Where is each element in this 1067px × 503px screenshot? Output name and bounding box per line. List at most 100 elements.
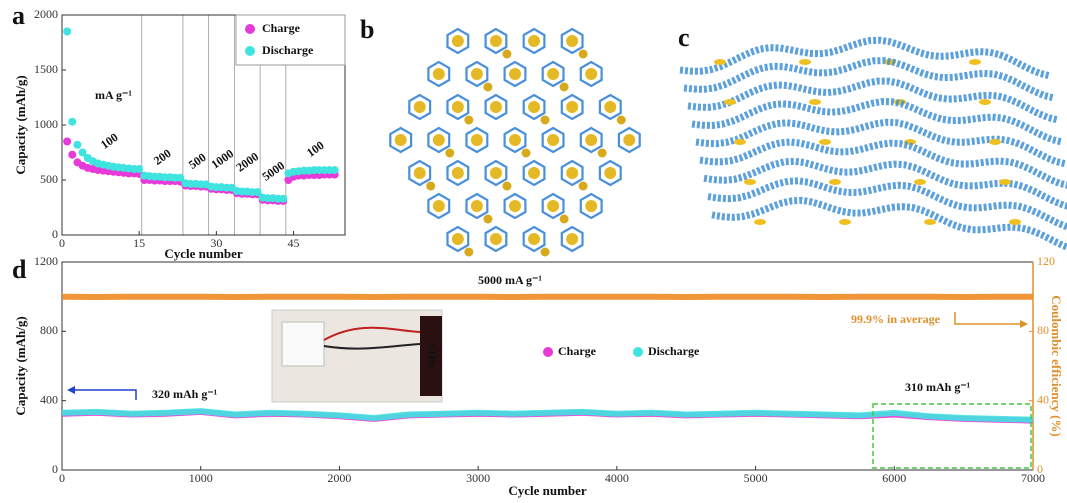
sodium-atom bbox=[714, 59, 726, 65]
x-tick-label: 2000 bbox=[327, 471, 351, 485]
sodium-atom bbox=[999, 179, 1011, 185]
y2-axis-title: Coulombic efficiency (%) bbox=[1049, 295, 1064, 437]
sodium-atom bbox=[490, 233, 502, 245]
data-point bbox=[68, 118, 76, 126]
sodium-atom bbox=[579, 50, 588, 59]
sodium-atom bbox=[547, 134, 559, 146]
sodium-atom bbox=[809, 99, 821, 105]
sodium-atom bbox=[819, 139, 831, 145]
data-point bbox=[135, 165, 143, 173]
y-tick-label: 1000 bbox=[34, 117, 58, 131]
sodium-atom bbox=[579, 182, 588, 191]
sodium-atom bbox=[744, 179, 756, 185]
sodium-atom bbox=[452, 167, 464, 179]
sodium-atom bbox=[989, 139, 1001, 145]
sodium-atom bbox=[528, 233, 540, 245]
sodium-atom bbox=[502, 182, 511, 191]
x-tick-label: 5000 bbox=[744, 471, 768, 485]
legend-label: Charge bbox=[558, 344, 597, 358]
sodium-atom bbox=[433, 134, 445, 146]
sodium-atom bbox=[560, 83, 569, 92]
data-point bbox=[331, 166, 339, 174]
y-tick-label: 800 bbox=[40, 323, 58, 337]
y2-tick-label: 80 bbox=[1037, 323, 1049, 337]
panel-label: b bbox=[360, 15, 374, 44]
sodium-atom bbox=[522, 149, 531, 158]
sodium-atom bbox=[502, 50, 511, 59]
inset-text: SIBs bbox=[425, 344, 439, 368]
sodium-atom bbox=[414, 101, 426, 113]
sodium-atom bbox=[829, 179, 841, 185]
sodium-atom bbox=[604, 101, 616, 113]
sodium-atom bbox=[509, 200, 521, 212]
sodium-atom bbox=[617, 116, 626, 125]
sodium-atom bbox=[509, 68, 521, 80]
x-tick-label: 7000 bbox=[1021, 471, 1045, 485]
sodium-atom bbox=[598, 149, 607, 158]
rate-unit: mA g⁻¹ bbox=[95, 88, 132, 102]
x-tick-label: 1000 bbox=[189, 471, 213, 485]
panel-label: a bbox=[12, 1, 25, 30]
sodium-atom bbox=[528, 101, 540, 113]
y-tick-label: 0 bbox=[52, 462, 58, 476]
sodium-atom bbox=[452, 101, 464, 113]
sodium-atom bbox=[433, 68, 445, 80]
sodium-atom bbox=[464, 116, 473, 125]
sodium-atom bbox=[433, 200, 445, 212]
capacity-annotation: 310 mAh g⁻¹ bbox=[905, 380, 971, 394]
sodium-atom bbox=[839, 219, 851, 225]
sodium-atom bbox=[395, 134, 407, 146]
x-tick-label: 6000 bbox=[882, 471, 906, 485]
y-axis-title: Capacity (mAh/g) bbox=[13, 75, 28, 174]
x-tick-label: 45 bbox=[288, 236, 300, 250]
sodium-atom bbox=[623, 134, 635, 146]
x-tick-label: 0 bbox=[59, 236, 65, 250]
sodium-atom bbox=[585, 200, 597, 212]
ce-annotation: 99.9% in average bbox=[851, 312, 941, 326]
sodium-atom bbox=[541, 248, 550, 257]
y-axis-title: Capacity (mAh/g) bbox=[13, 316, 28, 415]
legend-label: Charge bbox=[262, 21, 301, 35]
sodium-atom bbox=[426, 182, 435, 191]
sodium-atom bbox=[471, 134, 483, 146]
sodium-atom bbox=[471, 68, 483, 80]
sodium-atom bbox=[483, 215, 492, 224]
sodium-atom bbox=[1009, 219, 1021, 225]
sodium-atom bbox=[528, 35, 540, 47]
y2-tick-label: 40 bbox=[1037, 392, 1049, 406]
x-tick-label: 4000 bbox=[605, 471, 629, 485]
sodium-atom bbox=[547, 200, 559, 212]
sodium-atom bbox=[560, 215, 569, 224]
sodium-atom bbox=[452, 35, 464, 47]
sodium-atom bbox=[585, 68, 597, 80]
sodium-atom bbox=[979, 99, 991, 105]
y-tick-label: 400 bbox=[40, 392, 58, 406]
sodium-atom bbox=[452, 233, 464, 245]
data-point bbox=[63, 28, 71, 36]
sodium-atom bbox=[471, 200, 483, 212]
sodium-atom bbox=[754, 219, 766, 225]
sodium-atom bbox=[969, 59, 981, 65]
x-axis-title: Cycle number bbox=[508, 483, 587, 498]
figure: a05001000150020000153045Cycle numberCapa… bbox=[0, 0, 1067, 503]
x-tick-label: 0 bbox=[59, 471, 65, 485]
panel-label: d bbox=[12, 255, 27, 284]
sodium-atom bbox=[734, 139, 746, 145]
sodium-atom bbox=[528, 167, 540, 179]
sodium-atom bbox=[509, 134, 521, 146]
capacity-annotation: 320 mAh g⁻¹ bbox=[152, 387, 218, 401]
panel-label: c bbox=[678, 23, 690, 52]
data-point bbox=[73, 141, 81, 149]
inset-device bbox=[282, 322, 324, 366]
legend-label: Discharge bbox=[648, 344, 700, 358]
sodium-atom bbox=[541, 116, 550, 125]
y-tick-label: 1500 bbox=[34, 62, 58, 76]
legend-marker bbox=[543, 347, 553, 357]
sodium-atom bbox=[464, 248, 473, 257]
sodium-atom bbox=[483, 83, 492, 92]
sodium-atom bbox=[490, 101, 502, 113]
legend-marker bbox=[633, 347, 643, 357]
sodium-atom bbox=[724, 99, 736, 105]
legend-marker bbox=[245, 24, 255, 34]
sodium-atom bbox=[604, 167, 616, 179]
